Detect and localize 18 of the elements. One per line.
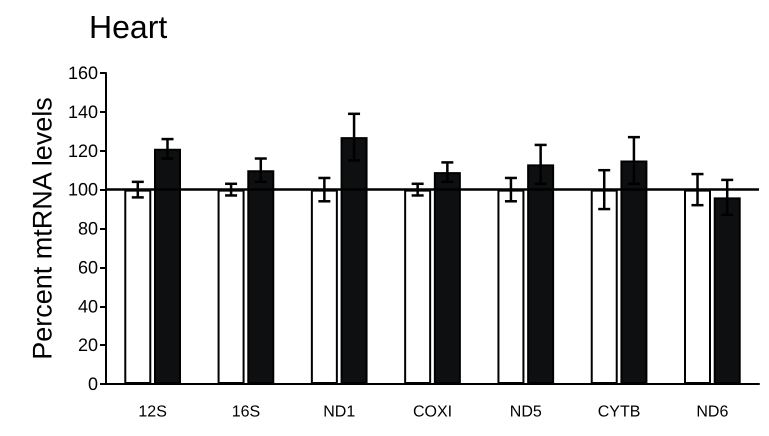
x-tick-label: CYTB [598,404,640,420]
x-tick-label: ND6 [696,404,728,420]
y-axis-title: Percent mtRNA levels [28,97,58,360]
y-tick-label: 160 [68,63,98,83]
y-tick-label: 0 [88,374,98,394]
chart-title: Heart [89,9,168,45]
y-tick-label: 40 [78,296,98,316]
x-tick-label: COXI [412,404,452,420]
y-tick-label: 80 [78,218,98,238]
y-tick-label: 140 [68,102,98,122]
x-tick-label: 12S [138,404,167,420]
y-tick-label: 20 [78,335,98,356]
x-tick-label: 16S [232,404,260,420]
y-tick-label: 100 [68,180,98,200]
y-tick-label: 60 [78,257,98,278]
y-tick-label: 120 [68,140,98,161]
x-tick-label: ND5 [510,404,542,420]
x-tick-label: ND1 [323,404,356,420]
